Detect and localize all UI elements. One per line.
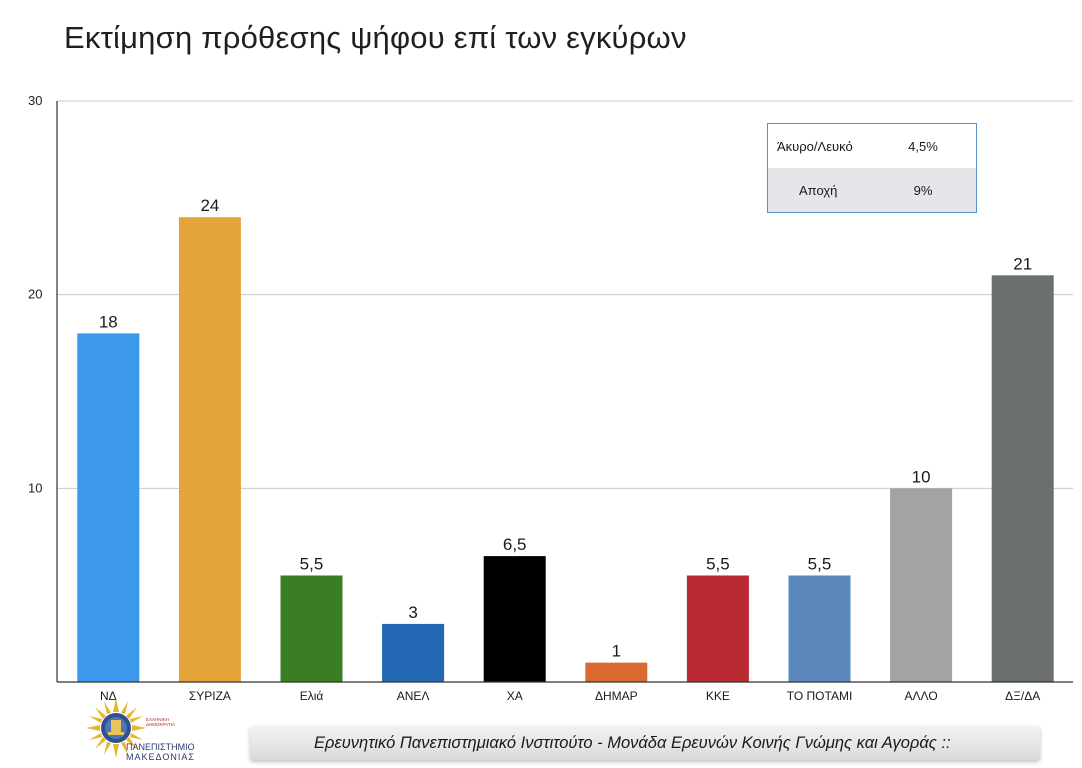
abstention-table: Άκυρο/Λευκό 4,5% Αποχή 9% xyxy=(767,123,977,213)
bar-value-label: 21 xyxy=(1013,254,1032,273)
bar xyxy=(77,333,140,682)
y-tick-label: 30 xyxy=(28,93,42,108)
x-tick-label: ΑΛΛΟ xyxy=(905,689,938,703)
footer-banner: Ερευνητικό Πανεπιστημιακό Ινστιτούτο - Μ… xyxy=(250,726,1050,764)
bar-value-labels: 18 24 5,5 3 6,5 1 5,5 5,5 10 21 xyxy=(99,196,1032,660)
table-row: Άκυρο/Λευκό 4,5% xyxy=(768,124,976,169)
bar xyxy=(788,575,851,682)
sun-emblem-icon xyxy=(86,698,146,758)
bar xyxy=(991,275,1054,682)
x-tick-label: ΣΥΡΙΖΑ xyxy=(189,689,231,703)
x-tick-label: Ελιά xyxy=(300,689,324,703)
bar xyxy=(483,556,546,682)
x-axis-labels: ΝΔ ΣΥΡΙΖΑ Ελιά ΑΝΕΛ ΧΑ ΔΗΜΑΡ ΚΚΕ ΤΟ ΠΟΤΑΜΙ ΑΛΛΟ Δ… xyxy=(100,689,1040,703)
x-tick-label: ΤΟ ΠΟΤΑΜΙ xyxy=(787,689,853,703)
row-label: Άκυρο/Λευκό xyxy=(777,139,853,154)
bar xyxy=(686,575,749,682)
bar xyxy=(890,488,953,682)
bar-value-label: 10 xyxy=(912,467,931,486)
chart-title: Εκτίμηση πρόθεσης ψήφου επί των εγκύρων xyxy=(64,20,687,55)
bar-value-label: 6,5 xyxy=(503,535,527,554)
bar xyxy=(178,217,241,682)
footer-strip xyxy=(250,726,1040,760)
bar-value-label: 5,5 xyxy=(808,554,832,573)
x-tick-label: ΝΔ xyxy=(100,689,117,703)
x-tick-label: ΚΚΕ xyxy=(706,689,730,703)
row-value: 9% xyxy=(913,183,933,198)
bar xyxy=(280,575,343,682)
y-axis-ticks: 10 20 30 xyxy=(28,93,42,495)
x-tick-label: ΑΝΕΛ xyxy=(397,689,430,703)
y-tick-label: 10 xyxy=(28,480,42,495)
bar-value-label: 1 xyxy=(612,642,621,661)
x-tick-label: ΔΞ/ΔΑ xyxy=(1005,689,1040,703)
bar xyxy=(382,623,445,682)
row-label: Αποχή xyxy=(799,183,838,198)
x-tick-label: ΧΑ xyxy=(507,689,523,703)
bar xyxy=(585,662,648,682)
table-row: Αποχή 9% xyxy=(768,168,976,212)
bars xyxy=(77,217,1054,682)
bar-value-label: 3 xyxy=(408,603,417,622)
y-tick-label: 20 xyxy=(28,287,42,302)
logo-small-text: ΕΛΛΗΝΙΚΗ ΔΗΜΟΚΡΑΤΙΑ xyxy=(146,717,175,727)
university-logo: ΕΛΛΗΝΙΚΗ ΔΗΜΟΚΡΑΤΙΑ ΠΑΝΕΠΙΣΤΗΜΙΟ ΜΑΚΕΔΟΝ… xyxy=(86,698,206,766)
row-value: 4,5% xyxy=(908,139,938,154)
bar-value-label: 5,5 xyxy=(300,554,324,573)
footer-text: Ερευνητικό Πανεπιστημιακό Ινστιτούτο - Μ… xyxy=(314,734,951,752)
university-name: ΠΑΝΕΠΙΣΤΗΜΙΟ ΜΑΚΕΔΟΝΙΑΣ xyxy=(126,742,195,762)
bar-value-label: 5,5 xyxy=(706,554,730,573)
bar-value-label: 24 xyxy=(200,196,219,215)
x-tick-label: ΔΗΜΑΡ xyxy=(595,689,638,703)
bar-value-label: 18 xyxy=(99,312,118,331)
